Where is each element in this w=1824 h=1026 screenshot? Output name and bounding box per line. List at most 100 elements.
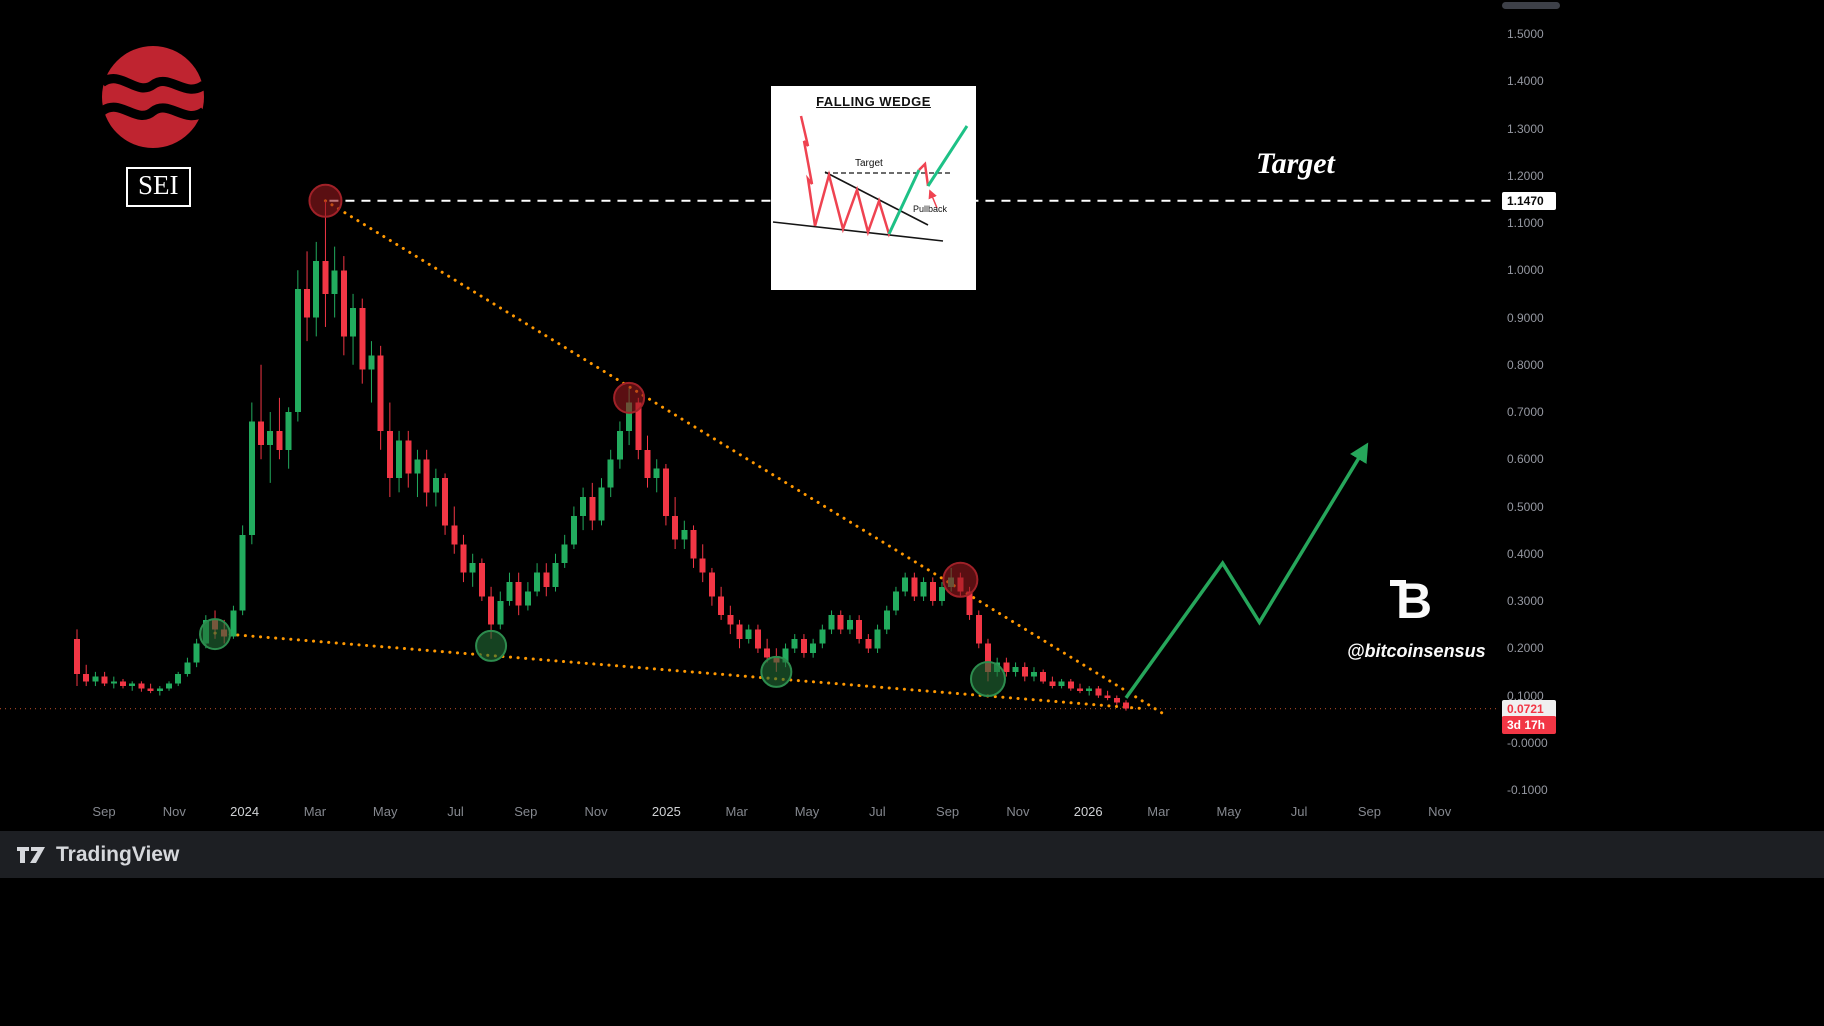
candle [874,624,881,653]
falling-wedge-diagram [772,115,969,242]
candle [598,478,605,526]
candle [156,686,163,696]
candle [359,298,366,384]
candle [515,572,522,616]
candle [1123,700,1129,711]
falling-wedge-inset: FALLING WEDGE Target Pullback [771,86,976,290]
price-tick: 0.9000 [1507,310,1544,325]
time-tick: May [1216,804,1242,819]
candle [708,567,715,606]
candle [662,463,669,526]
candle [570,506,577,550]
tradingview-icon[interactable] [16,843,47,867]
candle [230,605,237,639]
chart-canvas[interactable] [0,0,1500,800]
candle [975,610,982,649]
candle [166,681,173,691]
candle [175,671,182,687]
wedge-inner-zigzag [813,170,901,238]
candle [442,473,449,535]
candle [699,544,706,583]
candle [929,577,936,606]
candle [74,629,80,687]
sei-logo-icon [99,46,207,148]
price-tick: 0.5000 [1507,499,1544,514]
bitcoinsensus-handle: @bitcoinsensus [1347,641,1486,661]
pattern-marker-red [613,381,646,414]
candle [414,449,421,498]
candle [313,241,320,337]
candle [184,657,191,677]
candle [258,364,265,460]
time-tick: Nov [1428,804,1452,819]
candle [892,586,899,616]
candle [120,678,127,689]
candle [920,577,927,601]
candle [754,624,761,653]
price-axis[interactable]: 1.1470 0.0721 3d 17h 1.5000 1.4000 1.3000 1… [1500,0,1824,800]
price-axis-scrollbar[interactable] [1502,2,1560,9]
wedge-upper-trendline[interactable] [323,199,1165,715]
target-price-axis-label: 1.1470 [1502,191,1556,210]
time-axis[interactable]: Sep Nov 2024 Mar May Jul Sep Nov 2025 Mar May Jul Se… [0,797,1500,829]
time-tick: May [794,804,820,819]
pattern-marker-red [942,561,979,598]
time-tick: Nov [584,804,608,819]
candle [1021,662,1028,682]
footer-bar: TradingView [0,831,1824,878]
candle [331,246,338,318]
price-tick: 1.1000 [1507,216,1544,230]
tradingview-wordmark[interactable]: TradingView [56,842,180,866]
price-tick: 1.0000 [1507,263,1544,278]
pattern-marker-green [760,655,793,688]
candle [902,572,909,597]
price-tick: 0.1000 [1507,688,1544,703]
price-tick: 0.3000 [1507,594,1544,608]
candle [1067,678,1074,691]
candle [828,610,835,635]
candle [561,534,568,568]
candle [285,407,292,469]
inset-title: FALLING WEDGE [816,94,931,109]
candle [718,586,725,620]
candle [460,534,467,583]
projection-arrow[interactable] [1124,442,1369,699]
candle [837,610,844,635]
candle [800,634,807,658]
symbol-badge: SEI [126,167,191,207]
candle [276,397,283,460]
time-tick: Jul [1290,804,1308,819]
candle [690,525,697,568]
time-tick: Nov [1006,804,1030,819]
price-tick: 1.2000 [1507,168,1544,183]
candle [607,449,614,498]
candle [83,664,90,687]
bar-countdown-label: 3d 17h [1502,715,1556,734]
candle [432,468,439,507]
candle [322,200,329,327]
candle [1003,657,1010,677]
candle [92,671,99,687]
candle [469,553,476,587]
candle [1058,678,1065,689]
time-tick: 2026 [1073,804,1103,819]
candle [405,430,412,488]
time-tick: Jul [447,804,464,819]
time-tick: Mar [1147,804,1170,819]
price-tick: -0.1000 [1507,783,1548,797]
candle [1076,683,1083,694]
current-price-axis-label: 0.0721 [1502,699,1556,718]
inset-target-label: Target [855,158,883,169]
candle [1040,669,1047,684]
candle [147,683,154,694]
candle [819,624,826,649]
candle [1049,676,1056,689]
sei-logo [99,46,207,148]
candle [938,582,945,606]
time-tick: 2025 [651,804,681,819]
time-tick: Sep [936,804,960,819]
candle [534,563,541,597]
candle [340,256,347,356]
wedge-pullback-hook [918,161,930,187]
candle [745,624,752,644]
